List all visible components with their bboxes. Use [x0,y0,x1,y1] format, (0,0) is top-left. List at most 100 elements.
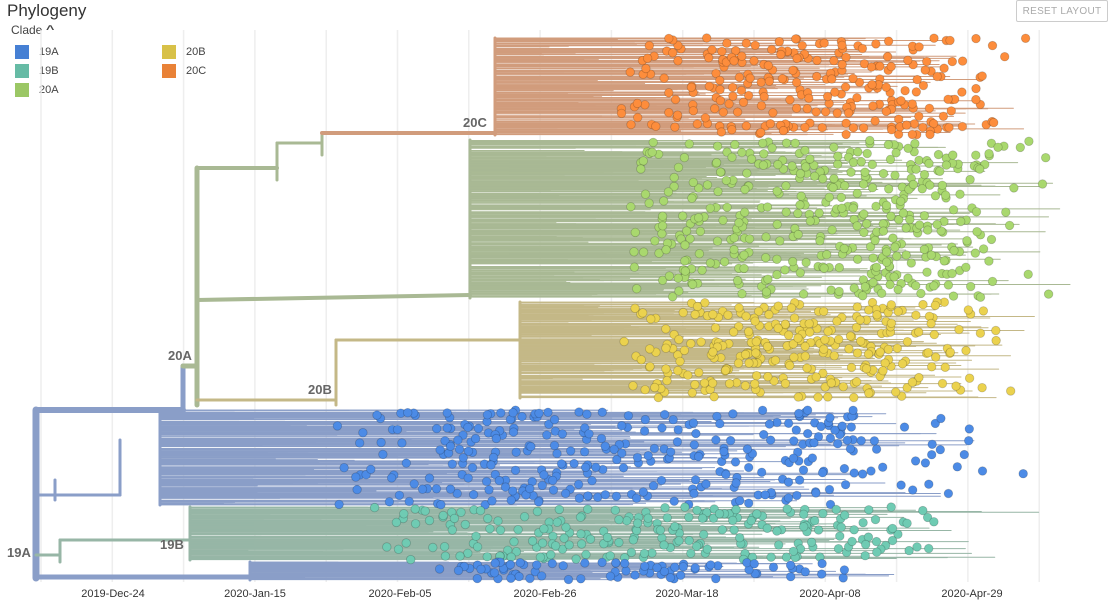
tip[interactable] [951,381,961,391]
tip[interactable] [750,316,760,326]
tip[interactable] [845,331,856,341]
tip[interactable] [793,333,803,343]
tip[interactable] [614,515,624,525]
tip[interactable] [513,525,523,535]
tip[interactable] [852,348,863,358]
tip[interactable] [731,504,741,515]
tip[interactable] [787,161,797,171]
tip[interactable] [943,280,954,290]
tip[interactable] [715,95,726,106]
tip[interactable] [549,440,560,451]
tip[interactable] [752,509,762,519]
tip[interactable] [834,262,845,273]
reset-layout-button[interactable]: RESET LAYOUT [1016,0,1108,22]
tip[interactable] [710,103,720,114]
tip[interactable] [678,562,689,572]
tip[interactable] [728,515,738,526]
tip[interactable] [729,233,739,243]
tip[interactable] [614,537,624,548]
tip[interactable] [912,542,922,552]
tip[interactable] [600,490,611,500]
tip[interactable] [571,554,581,564]
tip[interactable] [678,211,688,221]
tip[interactable] [825,499,836,510]
tip[interactable] [783,418,794,429]
tip[interactable] [729,56,739,66]
tip[interactable] [991,325,1001,336]
tip[interactable] [801,162,811,172]
tip[interactable] [924,158,934,169]
tip[interactable] [929,281,939,291]
tip[interactable] [971,94,981,105]
tip[interactable] [846,167,856,177]
tip[interactable] [914,42,924,52]
tip[interactable] [849,525,859,535]
tip[interactable] [440,551,451,561]
tip[interactable] [867,159,878,170]
tip[interactable] [920,458,931,468]
tip[interactable] [781,181,791,191]
tip[interactable] [625,67,635,77]
tip[interactable] [837,59,847,70]
tip[interactable] [961,262,971,273]
tip[interactable] [840,180,850,191]
tip[interactable] [829,142,839,153]
tip[interactable] [917,184,927,194]
tip[interactable] [670,521,680,532]
tip[interactable] [938,111,949,122]
tip[interactable] [626,547,637,558]
tip[interactable] [475,505,486,516]
tip[interactable] [825,413,835,423]
tip[interactable] [774,36,785,47]
tip[interactable] [691,428,701,439]
tip[interactable] [811,488,821,498]
tip[interactable] [397,438,407,448]
tip[interactable] [948,205,959,215]
tip[interactable] [833,439,843,449]
tip[interactable] [907,129,918,140]
tip[interactable] [805,216,816,226]
tip[interactable] [855,315,865,325]
tip[interactable] [788,256,798,267]
tip[interactable] [632,98,643,109]
tip[interactable] [930,191,941,201]
tip[interactable] [877,288,887,299]
tip[interactable] [802,363,812,373]
tip[interactable] [583,491,593,501]
tip[interactable] [640,414,651,425]
tip[interactable] [449,513,460,524]
tip[interactable] [366,464,376,475]
tip[interactable] [473,423,484,434]
tip[interactable] [966,281,976,292]
tip[interactable] [715,75,725,86]
tip[interactable] [506,573,516,584]
tip[interactable] [878,366,888,376]
tip[interactable] [975,164,985,174]
tip[interactable] [800,145,810,156]
tip[interactable] [910,456,921,466]
tip[interactable] [732,275,743,286]
tip[interactable] [757,467,767,478]
tip[interactable] [930,300,941,311]
tip[interactable] [759,149,769,159]
tip[interactable] [428,542,438,553]
tip[interactable] [549,414,560,425]
tip[interactable] [511,447,521,457]
tip[interactable] [620,558,630,569]
tip[interactable] [693,212,704,223]
tip[interactable] [355,438,365,448]
tip[interactable] [563,574,574,585]
tip[interactable] [935,445,946,455]
tip[interactable] [776,49,786,60]
tip[interactable] [1018,469,1028,479]
tip[interactable] [636,164,646,174]
tip[interactable] [659,196,669,206]
tip[interactable] [642,53,653,64]
tip[interactable] [940,190,951,200]
tip[interactable] [841,52,851,63]
tip[interactable] [651,121,661,132]
tip[interactable] [849,283,859,293]
tip[interactable] [896,480,906,490]
tip[interactable] [691,541,702,552]
tip[interactable] [987,276,998,287]
